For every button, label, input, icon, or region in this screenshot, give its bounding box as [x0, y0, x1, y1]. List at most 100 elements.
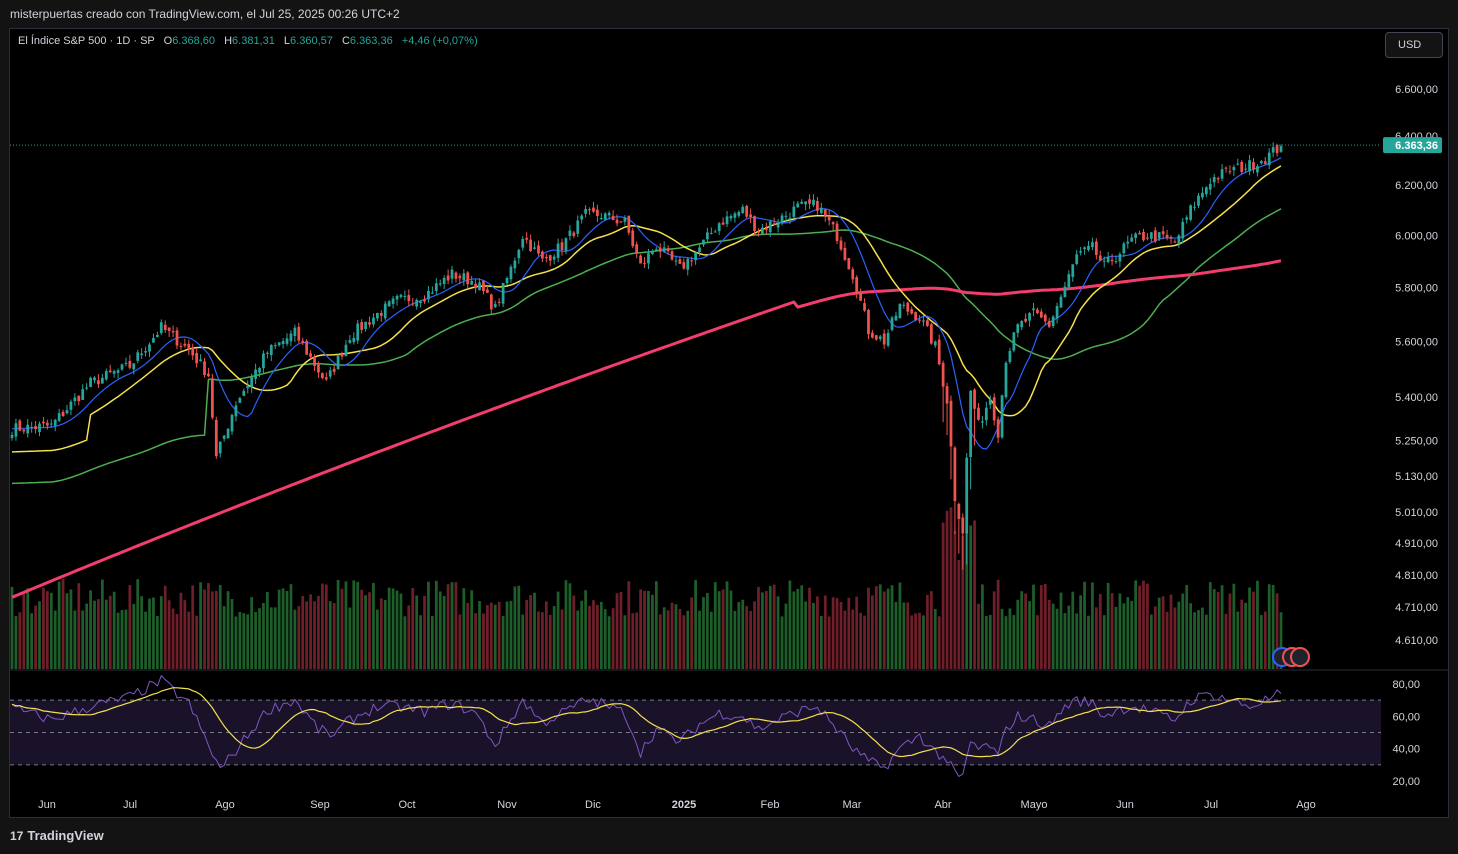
volume-bar [804, 601, 807, 669]
candle [53, 418, 57, 432]
candle [914, 311, 917, 322]
time-tick-label: Oct [398, 799, 415, 811]
candle-body [533, 247, 536, 249]
candle-body [140, 353, 144, 356]
candle-body [1208, 183, 1212, 190]
candle [1008, 347, 1012, 364]
candle-body [462, 273, 466, 281]
candle [1185, 215, 1189, 224]
candle [427, 286, 430, 303]
candle-body [1220, 169, 1224, 179]
candle [827, 210, 831, 226]
volume-bar [863, 615, 866, 669]
candle-body [415, 299, 419, 307]
candle-body [745, 205, 749, 217]
volume-bar [419, 615, 422, 669]
candle [611, 210, 615, 221]
volume-bar [984, 615, 988, 669]
candle [635, 241, 639, 259]
event-flag-icon [1290, 647, 1310, 667]
candle [383, 300, 387, 321]
candle-body [1118, 254, 1122, 262]
volume-bar [254, 612, 257, 669]
candle-body [992, 397, 996, 421]
volume-bar [1130, 600, 1134, 669]
time-tick-label: Jul [123, 799, 137, 811]
candle-body [1267, 152, 1271, 166]
candle [313, 354, 316, 371]
candle [478, 278, 481, 291]
candle [81, 384, 85, 400]
volume-bar [611, 608, 615, 669]
volume-bar [1051, 603, 1055, 669]
candle [1098, 250, 1102, 261]
candle [977, 403, 980, 421]
candle [42, 417, 45, 428]
tradingview-logo[interactable]: 17 TradingView [10, 828, 104, 843]
candle [513, 257, 517, 274]
candle [423, 295, 426, 304]
candle-body [277, 342, 281, 346]
candle [93, 376, 96, 384]
candle [26, 419, 30, 438]
candle-body [690, 260, 694, 262]
candle [1259, 160, 1263, 165]
candle-body [269, 345, 273, 356]
candle [1279, 144, 1283, 153]
candle [694, 252, 697, 265]
volume-bar [34, 605, 37, 669]
candle [568, 225, 572, 241]
candle [1047, 317, 1051, 329]
candle [97, 374, 100, 388]
candle-body [301, 340, 305, 343]
candle-body [721, 222, 725, 225]
volume-bar [104, 599, 108, 669]
candle [686, 257, 690, 276]
candle-body [136, 352, 140, 361]
volume-bar [22, 593, 26, 669]
volume-bar [128, 585, 132, 669]
candle [30, 421, 34, 433]
candle-body [556, 243, 560, 258]
candle-body [89, 377, 92, 388]
candle-body [792, 206, 796, 217]
candle-body [631, 230, 635, 247]
volume-bar [277, 589, 281, 669]
price-tick-label: 4.710,00 [1395, 602, 1438, 614]
candle [1161, 226, 1165, 240]
candle [835, 220, 839, 244]
candle [482, 279, 485, 295]
currency-button[interactable]: USD [1385, 32, 1443, 58]
candle [576, 215, 580, 237]
volume-bar [415, 595, 419, 669]
volume-bar [411, 588, 415, 669]
candle-body [541, 251, 544, 259]
volume-bar [1263, 611, 1267, 669]
candle [258, 366, 261, 378]
price-tick-label: 4.810,00 [1395, 570, 1438, 582]
volume-bar [61, 579, 65, 669]
volume-bar [761, 592, 764, 669]
candle-body [941, 363, 945, 387]
volume-bar [741, 599, 745, 669]
candle-body [894, 315, 898, 321]
candle-body [1157, 232, 1161, 239]
candle-body [1212, 176, 1216, 183]
candle-body [77, 395, 81, 402]
attribution-text: misterpuertas creado con TradingView.com… [10, 7, 400, 21]
candle [580, 213, 584, 224]
candle-body [340, 353, 344, 357]
time-tick-label: Jun [1116, 799, 1134, 811]
volume-bar [780, 616, 784, 669]
candle-body [666, 248, 670, 252]
candle [643, 257, 646, 269]
candle-body [297, 326, 301, 341]
chart-panel[interactable] [9, 28, 1449, 818]
candle-body [509, 266, 513, 280]
candle [1020, 320, 1024, 331]
volume-bar [336, 580, 340, 669]
candle [902, 301, 906, 309]
candle [234, 401, 238, 422]
volume-bar [309, 594, 312, 669]
